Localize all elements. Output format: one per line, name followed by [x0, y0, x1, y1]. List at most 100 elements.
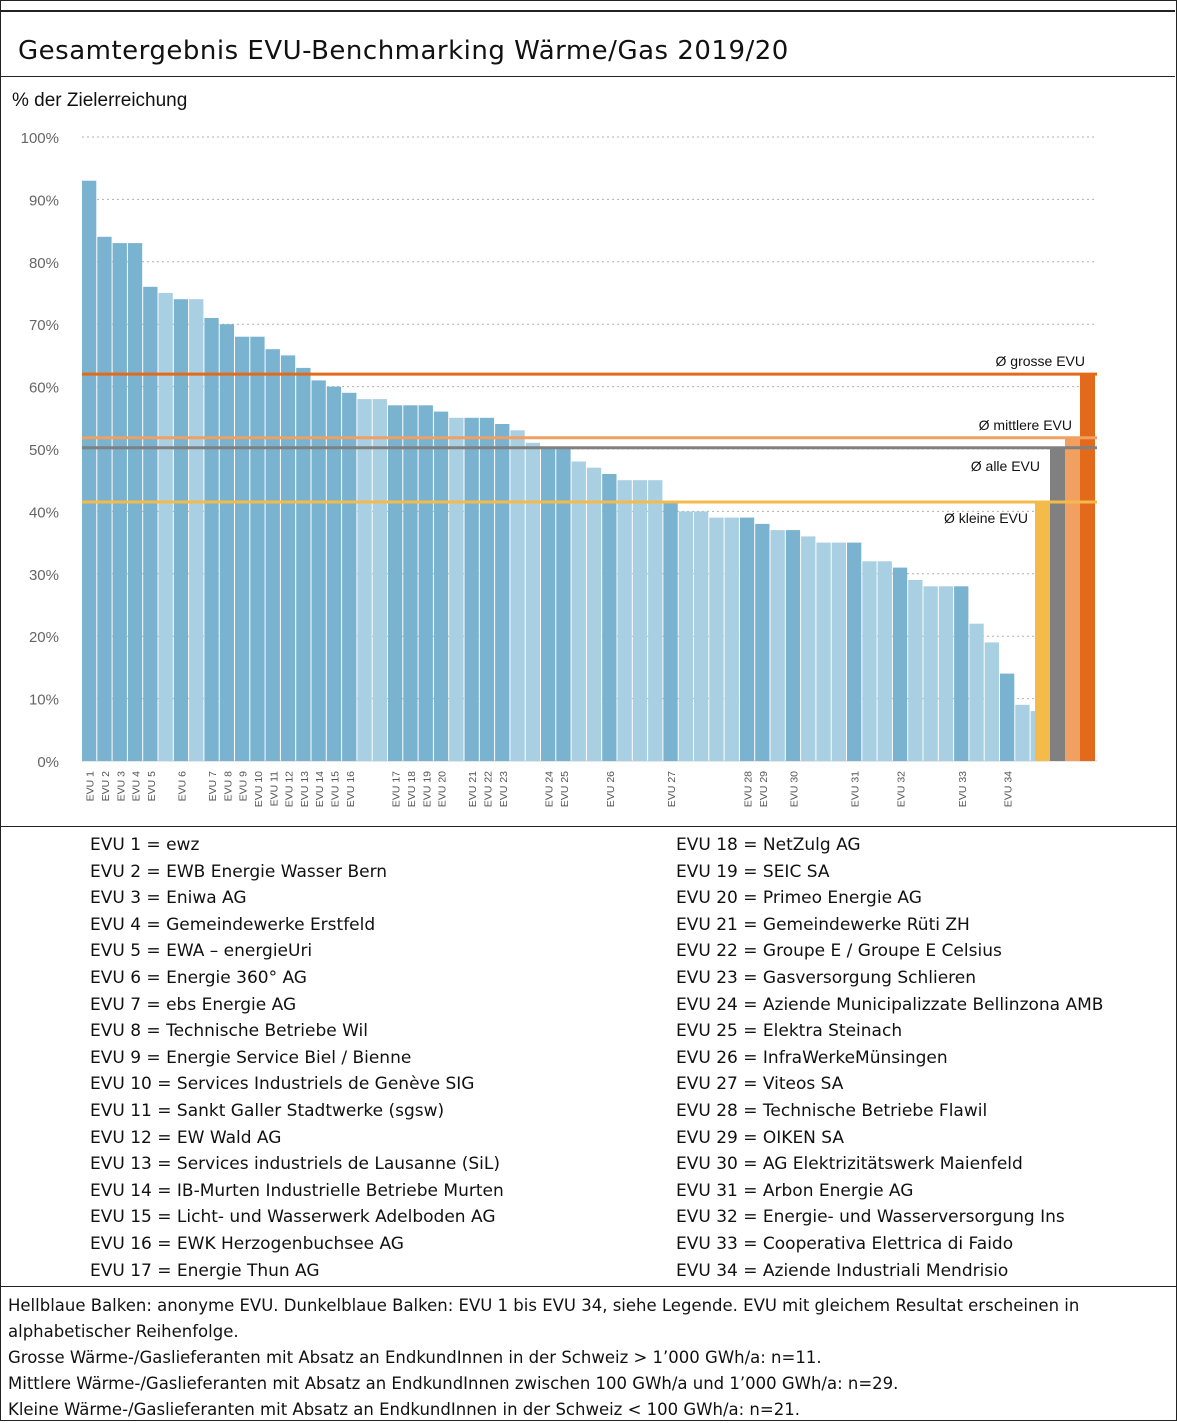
legend-entry: EVU 20 = Primeo Energie AG	[676, 888, 922, 909]
average-label: Ø alle EVU	[971, 458, 1040, 474]
x-tick-label: EVU 15	[329, 771, 341, 807]
bar	[495, 424, 510, 761]
y-tick-label: 0%	[37, 754, 59, 771]
bar	[235, 336, 250, 761]
legend-entry: EVU 13 = Services industriels de Lausann…	[90, 1154, 500, 1175]
bar	[923, 586, 938, 761]
bar	[586, 467, 602, 761]
bar	[816, 542, 831, 761]
footnotes: Hellblaue Balken: anonyme EVU. Dunkelbla…	[8, 1293, 1168, 1423]
x-tick-label: EVU 3	[115, 771, 127, 802]
legend-entry: EVU 34 = Aziende Industriali Mendrisio	[676, 1260, 1009, 1281]
bar	[388, 405, 403, 761]
x-tick-label: EVU 28	[743, 771, 755, 807]
x-tick-label: EVU 12	[284, 771, 296, 807]
bar	[755, 523, 770, 761]
y-tick-label: 30%	[29, 567, 59, 584]
x-tick-label: EVU 25	[559, 771, 571, 807]
x-tick-label: EVU 14	[314, 771, 326, 807]
legend-entry: EVU 23 = Gasversorgung Schlieren	[676, 967, 977, 988]
y-tick-label: 100%	[21, 130, 59, 147]
x-tick-label: EVU 5	[146, 771, 158, 802]
bar	[326, 386, 342, 761]
bar	[739, 517, 755, 761]
x-tick-label: EVU 9	[238, 771, 250, 802]
bar	[663, 502, 678, 761]
legend-entry: EVU 6 = Energie 360° AG	[90, 967, 307, 988]
bar	[541, 449, 556, 761]
bar	[173, 299, 189, 761]
legend-entry: EVU 16 = EWK Herzogenbuchsee AG	[90, 1233, 404, 1254]
bar	[831, 542, 846, 761]
legend-entry: EVU 25 = Elektra Steinach	[676, 1021, 903, 1042]
bar	[357, 399, 372, 761]
legend-left-column: EVU 1 = ewz EVU 2 = EWB Energie Wasser Be…	[90, 832, 504, 1284]
average-bar	[1035, 502, 1050, 761]
x-tick-label: EVU 31	[850, 771, 862, 807]
bar	[158, 293, 173, 761]
bar	[984, 642, 999, 761]
notes-separator	[0, 1286, 1177, 1287]
bar	[403, 405, 418, 761]
x-tick-label: EVU 33	[957, 771, 969, 807]
x-tick-label: EVU 27	[666, 771, 678, 807]
bar	[479, 417, 495, 761]
x-tick-label: EVU 11	[268, 771, 280, 807]
bar	[785, 530, 801, 761]
x-tick-label: EVU 10	[253, 771, 265, 807]
bar	[678, 511, 693, 761]
bar	[97, 236, 112, 762]
legend-entry: EVU 27 = Viteos SA	[676, 1074, 844, 1095]
footnote-line: Hellblaue Balken: anonyme EVU. Dunkelbla…	[8, 1296, 1080, 1341]
legend-entry: EVU 9 = Energie Service Biel / Bienne	[90, 1047, 412, 1068]
y-axis-label: % der Zielerreichung	[12, 90, 188, 111]
x-tick-label: EVU 26	[605, 771, 617, 807]
x-tick-label: EVU 21	[467, 771, 479, 807]
legend-entry: EVU 30 = AG Elektrizitätswerk Maienfeld	[676, 1154, 1023, 1175]
legend-entry: EVU 7 = ebs Energie AG	[90, 994, 297, 1015]
x-tick-label: EVU 23	[498, 771, 510, 807]
x-tick-label: EVU 16	[345, 771, 357, 807]
bar	[694, 511, 709, 761]
x-tick-label: EVU 8	[222, 771, 234, 802]
x-tick-label: EVU 1	[85, 771, 97, 802]
average-label: Ø kleine EVU	[944, 510, 1028, 526]
bar	[433, 411, 449, 761]
legend-entry: EVU 10 = Services Industriels de Genève …	[90, 1074, 475, 1095]
bar	[801, 536, 816, 761]
bar	[556, 449, 571, 761]
bar	[847, 542, 862, 761]
bar	[877, 561, 892, 761]
legend-entry: EVU 11 = Sankt Galler Stadtwerke (sgsw)	[90, 1100, 445, 1121]
average-bar	[1050, 447, 1065, 761]
legend-entry: EVU 17 = Energie Thun AG	[90, 1260, 320, 1281]
average-bar	[1065, 437, 1080, 761]
legend-separator	[0, 826, 1177, 827]
legend-entry: EVU 21 = Gemeindewerke Rüti ZH	[676, 914, 970, 935]
bar	[525, 442, 540, 761]
legend-entry: EVU 18 = NetZulg AG	[676, 835, 861, 855]
average-bar	[1080, 374, 1095, 761]
legend-entry: EVU 32 = Energie- und Wasserversorgung I…	[676, 1207, 1065, 1228]
legend-right-column: EVU 18 = NetZulg AG EVU 19 = SEIC SA EVU 2…	[676, 832, 1103, 1284]
legend-entry: EVU 4 = Gemeindewerke Erstfeld	[90, 914, 376, 935]
x-tick-label: EVU 13	[299, 771, 311, 807]
bar	[250, 336, 265, 761]
bar	[648, 480, 663, 761]
x-tick-label: EVU 24	[544, 771, 556, 807]
y-tick-label: 60%	[29, 380, 59, 397]
bar	[724, 517, 739, 761]
x-tick-label: EVU 19	[421, 771, 433, 807]
legend-entry: EVU 28 = Technische Betriebe Flawil	[676, 1100, 988, 1121]
bar	[449, 417, 464, 761]
legend-entry: EVU 33 = Cooperativa Elettrica di Faido	[676, 1233, 1014, 1254]
y-tick-label: 20%	[29, 629, 59, 646]
legend-entry: EVU 5 = EWA – energieUri	[90, 941, 313, 962]
bar	[862, 561, 877, 761]
bar	[617, 480, 632, 761]
bar	[372, 399, 387, 761]
legend-entry: EVU 14 = IB-Murten Industrielle Betriebe…	[90, 1180, 504, 1201]
bar	[189, 299, 204, 761]
x-tick-label: EVU 7	[207, 771, 219, 802]
bar	[143, 286, 158, 761]
